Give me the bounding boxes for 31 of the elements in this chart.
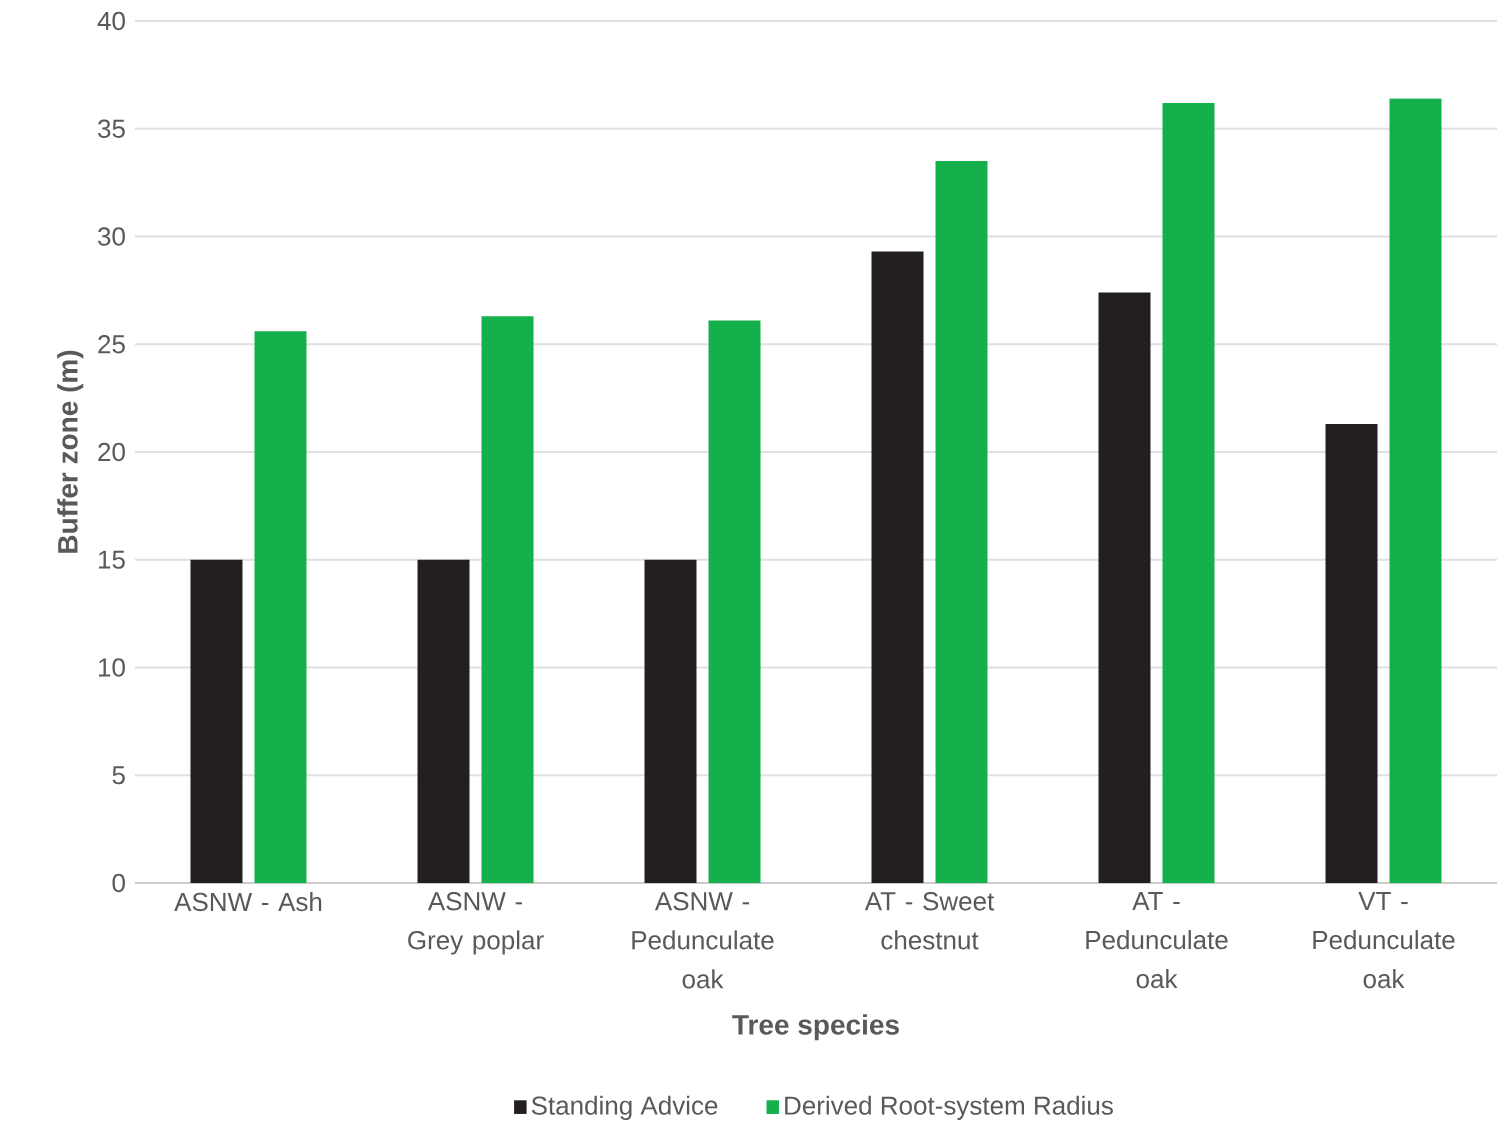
x-tick-label: VT - Pedunculate oak bbox=[1313, 892, 1455, 989]
bar bbox=[417, 559, 470, 883]
y-tick-label: 35 bbox=[98, 119, 125, 138]
y-tick-label: 5 bbox=[112, 766, 125, 785]
y-tick-label: 25 bbox=[98, 335, 125, 354]
x-tick-label: ASNW - Pedunculate oak bbox=[632, 892, 774, 989]
x-axis-title: Tree species bbox=[732, 1014, 899, 1041]
x-tick-label: AT - Sweet chestnut bbox=[864, 892, 995, 950]
y-tick-label: 10 bbox=[98, 658, 125, 677]
y-tick-label: 20 bbox=[98, 442, 125, 462]
legend-label: Standing Advice bbox=[531, 1095, 718, 1120]
bar bbox=[190, 559, 243, 883]
y-tick-label: 0 bbox=[112, 873, 125, 893]
legend-label: Derived Root-system Radius bbox=[785, 1095, 1113, 1120]
y-tick-label: 30 bbox=[98, 227, 125, 246]
y-tick-label: 40 bbox=[97, 11, 125, 31]
bar bbox=[935, 161, 988, 883]
bar bbox=[708, 320, 761, 883]
bar bbox=[1325, 423, 1378, 883]
bar bbox=[1162, 102, 1215, 883]
bar bbox=[254, 331, 307, 883]
bar bbox=[871, 251, 924, 883]
x-tick-label: ASNW - Grey poplar bbox=[408, 892, 544, 955]
bar bbox=[1098, 292, 1151, 883]
y-axis-title: Buffer zone (m) bbox=[57, 350, 84, 553]
x-tick-label: AT - Pedunculate oak bbox=[1086, 892, 1228, 989]
bar bbox=[1389, 98, 1442, 883]
x-tick-label: ASNW - Ash bbox=[174, 892, 322, 912]
y-tick-label: 15 bbox=[98, 550, 125, 569]
bar bbox=[481, 316, 534, 883]
bar bbox=[644, 559, 697, 883]
